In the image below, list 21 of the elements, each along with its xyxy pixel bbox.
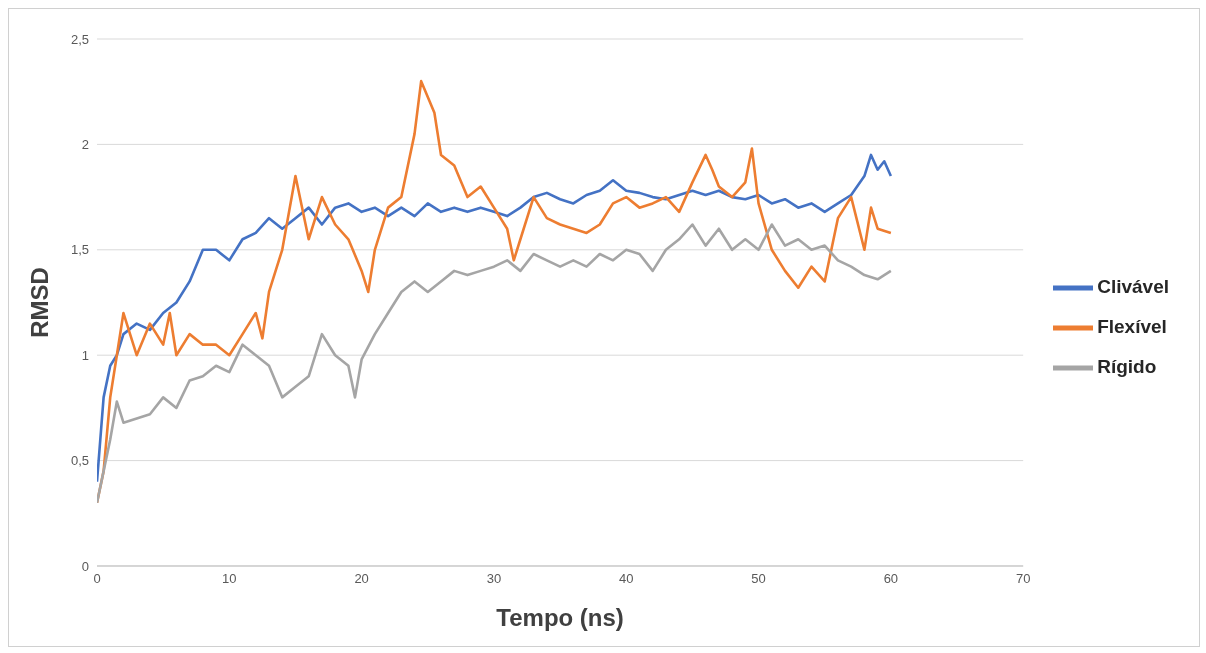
y-tick-label: 0,5 <box>70 453 89 469</box>
line-series <box>97 153 893 483</box>
line-series <box>97 223 893 505</box>
x-tick-label: 0 <box>93 571 101 587</box>
y-axis-title: RMSD <box>25 267 53 338</box>
x-tick-label: 70 <box>1015 571 1031 587</box>
x-tick-label: 20 <box>354 571 369 587</box>
legend-label: Clivável <box>1097 275 1169 297</box>
x-tick-label: 10 <box>222 571 237 587</box>
y-tick-label: 0 <box>81 558 89 574</box>
x-tick-label: 30 <box>486 571 502 587</box>
y-tick-label: 1 <box>81 347 89 363</box>
x-tick-label: 60 <box>883 571 899 587</box>
y-tick-label: 2,5 <box>70 31 89 47</box>
x-axis-title: Tempo (ns) <box>496 604 624 631</box>
x-tick-label: 40 <box>619 571 634 587</box>
y-tick-label: 1,5 <box>70 242 89 258</box>
x-tick-label: 50 <box>751 571 766 587</box>
legend-label: Rígido <box>1097 355 1157 377</box>
y-tick-label: 2 <box>81 137 89 153</box>
legend-label: Flexível <box>1097 315 1167 337</box>
